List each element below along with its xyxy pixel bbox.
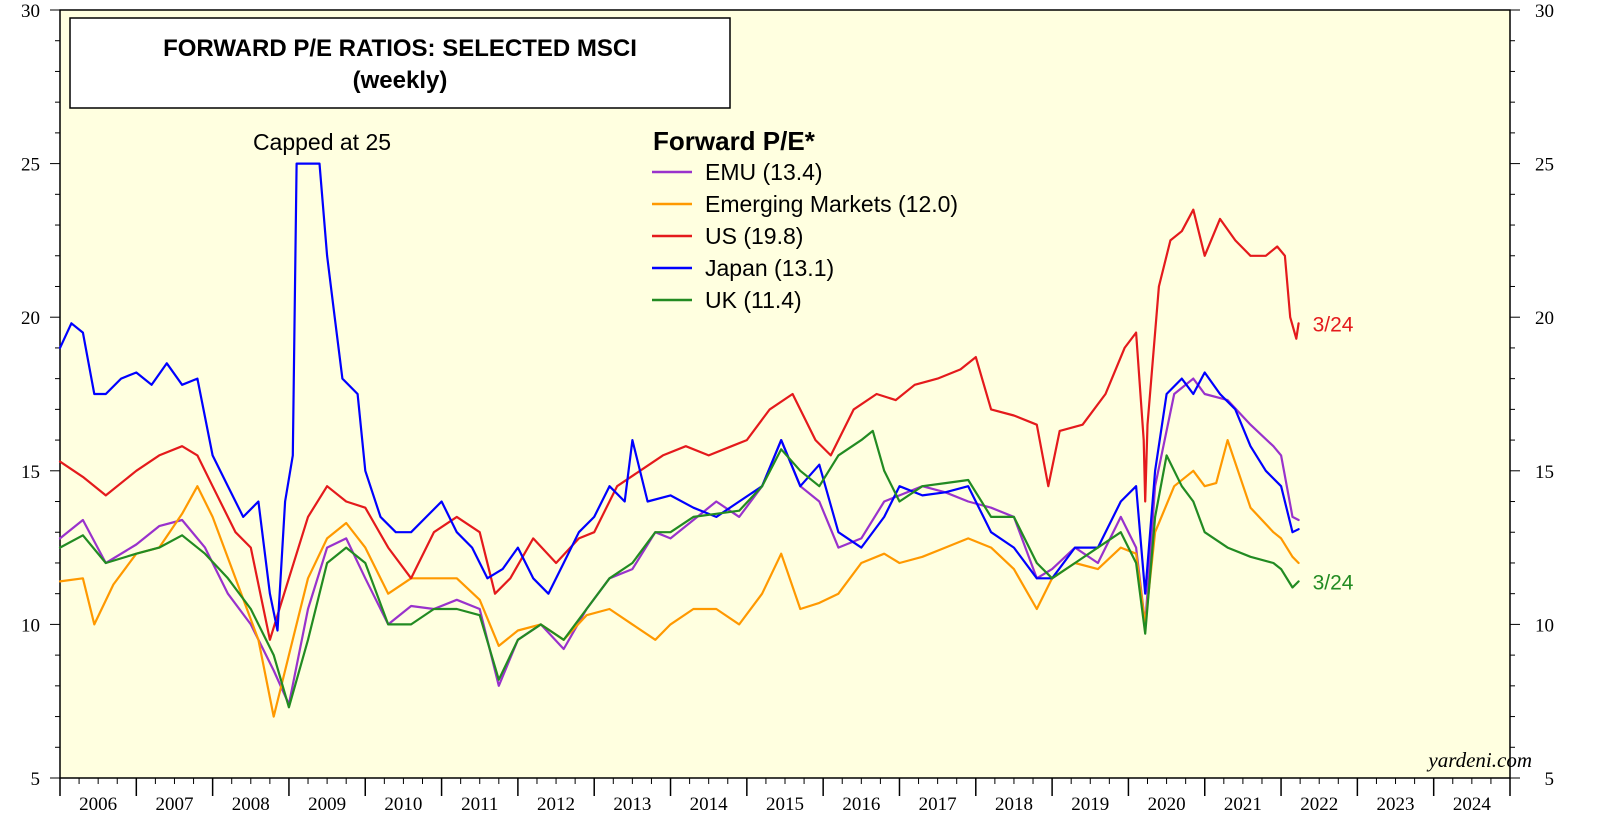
x-year-label: 2022 — [1300, 794, 1338, 815]
x-year-label: 2010 — [384, 794, 422, 815]
y-tick-label-right: 5 — [1545, 769, 1555, 790]
x-year-label: 2006 — [79, 794, 117, 815]
y-tick-label-left: 5 — [31, 769, 41, 790]
x-year-label: 2007 — [155, 794, 193, 815]
legend-entry: UK (11.4) — [705, 287, 802, 313]
x-axis: 2006 2007 2008 2009 2010 2011 2012 2013 2014 2015… — [59, 778, 1511, 815]
x-year-label: 2014 — [690, 794, 729, 815]
series-line-us — [58, 208, 1300, 641]
y-tick-label-right: 20 — [1535, 308, 1554, 329]
y-tick-label-left: 25 — [21, 155, 40, 176]
source-label: yardeni.com — [1426, 748, 1532, 772]
x-year-label: 2019 — [1071, 794, 1109, 815]
x-year-label: 2024 — [1453, 794, 1492, 815]
x-year-label: 2023 — [1377, 794, 1415, 815]
y-tick-label-right: 10 — [1535, 615, 1554, 636]
series-layer — [58, 162, 1300, 718]
end-label: 3/24 — [1313, 313, 1354, 336]
x-year-label: 2011 — [461, 794, 498, 815]
x-year-label: 2017 — [919, 794, 957, 815]
x-year-label: 2020 — [1148, 794, 1186, 815]
x-year-label: 2015 — [766, 794, 804, 815]
y-axis-left: 5 10 15 20 25 30 — [21, 1, 60, 790]
series-line-japan — [58, 162, 1300, 632]
y-tick-label-left: 30 — [21, 1, 40, 22]
chart-title: FORWARD P/E RATIOS: SELECTED MSCI — [163, 35, 637, 62]
y-axis-right: 5 10 15 20 25 30 — [1510, 1, 1554, 790]
y-tick-label-right: 15 — [1535, 462, 1554, 483]
x-year-label: 2013 — [613, 794, 651, 815]
legend-title: Forward P/E* — [653, 126, 816, 156]
x-year-label: 2018 — [995, 794, 1033, 815]
x-year-label: 2008 — [232, 794, 270, 815]
legend-entry: EMU (13.4) — [705, 159, 823, 185]
end-label: 3/24 — [1313, 571, 1354, 594]
y-tick-label-left: 20 — [21, 308, 40, 329]
x-year-label: 2009 — [308, 794, 346, 815]
x-year-label: 2016 — [842, 794, 880, 815]
y-tick-label-right: 25 — [1535, 155, 1554, 176]
legend-entry: US (19.8) — [705, 223, 803, 249]
y-tick-label-left: 10 — [21, 615, 40, 636]
plot-area — [59, 9, 1511, 779]
title-box — [69, 17, 731, 109]
legend-entry: Japan (13.1) — [705, 255, 834, 281]
x-year-label: 2021 — [1224, 794, 1262, 815]
chart-subtitle: (weekly) — [353, 67, 448, 94]
x-year-label: 2012 — [537, 794, 575, 815]
y-tick-label-left: 15 — [21, 462, 40, 483]
legend: Forward P/E* EMU (13.4) Emerging Markets … — [652, 126, 958, 313]
end-labels: 3/24 3/24 — [1313, 313, 1354, 594]
series-line-uk — [58, 429, 1300, 709]
legend-entry: Emerging Markets (12.0) — [705, 191, 958, 217]
y-tick-label-right: 30 — [1535, 1, 1554, 22]
capped-annotation: Capped at 25 — [253, 129, 391, 155]
